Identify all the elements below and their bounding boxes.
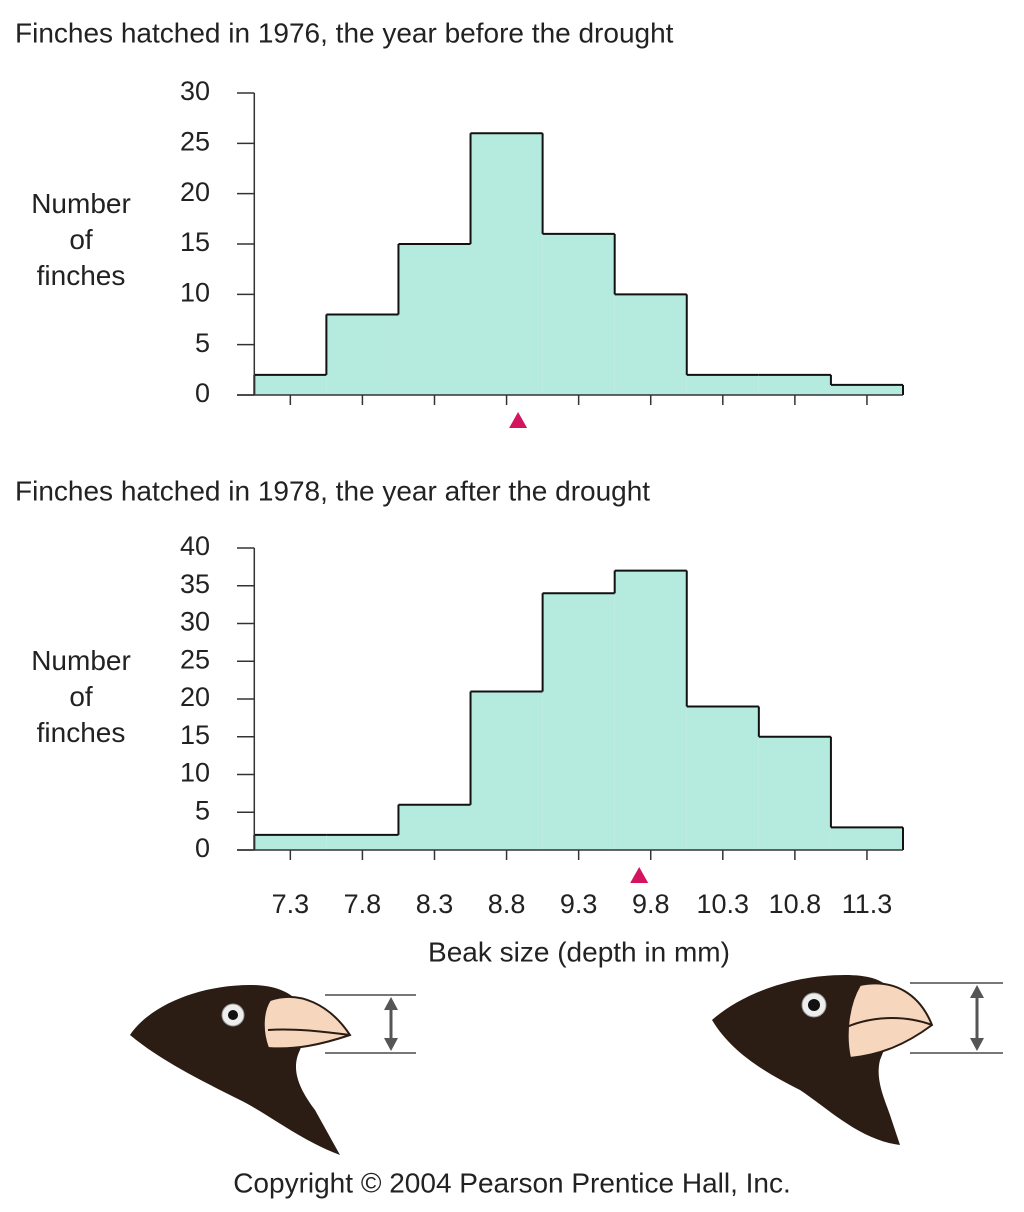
y-tick-label: 15 <box>180 227 210 257</box>
y-tick-label: 25 <box>180 126 210 156</box>
bar <box>758 736 831 850</box>
bar <box>470 133 543 395</box>
x-tick-label: 10.8 <box>769 889 822 919</box>
x-tick-label: 7.3 <box>272 889 310 919</box>
y-tick-label: 20 <box>180 682 210 712</box>
finch-large-beak <box>712 975 1003 1145</box>
bar <box>830 384 903 395</box>
x-tick-label: 8.3 <box>416 889 454 919</box>
y-tick-label: 35 <box>180 569 210 599</box>
bar <box>326 834 399 850</box>
bar <box>758 374 831 395</box>
copyright: Copyright © 2004 Pearson Prentice Hall, … <box>233 1167 791 1198</box>
chart-title: Finches hatched in 1978, the year after … <box>15 475 650 506</box>
bar <box>686 706 759 850</box>
mean-marker <box>630 867 649 883</box>
y-tick-label: 40 <box>180 531 210 561</box>
chart-title: Finches hatched in 1976, the year before… <box>15 17 674 48</box>
x-tick-label: 8.8 <box>488 889 526 919</box>
y-tick-label: 20 <box>180 177 210 207</box>
finch-small-beak <box>130 985 416 1155</box>
y-tick-label: 5 <box>195 328 210 358</box>
x-tick-label: 7.8 <box>344 889 382 919</box>
y-axis-label: Number of finches <box>31 188 131 291</box>
y-axis-label: Number of finches <box>31 645 131 748</box>
y-tick-label: 0 <box>195 833 210 863</box>
bar <box>614 570 687 850</box>
bar <box>686 374 759 395</box>
y-tick-label: 10 <box>180 277 210 307</box>
bar <box>542 233 615 395</box>
x-tick-label: 9.3 <box>560 889 598 919</box>
mean-marker <box>509 412 528 428</box>
x-tick-label: 11.3 <box>842 889 893 919</box>
y-tick-label: 5 <box>195 795 210 825</box>
bar <box>254 374 327 395</box>
bar <box>470 691 543 850</box>
y-tick-label: 10 <box>180 758 210 788</box>
bar <box>542 593 615 850</box>
y-tick-label: 30 <box>180 76 210 106</box>
x-axis-label: Beak size (depth in mm) <box>428 936 730 967</box>
y-tick-label: 15 <box>180 720 210 750</box>
y-tick-label: 0 <box>195 378 210 408</box>
y-tick-label: 25 <box>180 644 210 674</box>
bar <box>614 294 687 395</box>
x-tick-label: 9.8 <box>632 889 670 919</box>
bar <box>398 804 471 850</box>
bar <box>326 314 399 395</box>
bar <box>830 827 903 850</box>
y-tick-label: 30 <box>180 607 210 637</box>
bar <box>254 834 327 850</box>
bar <box>398 244 471 395</box>
x-tick-label: 10.3 <box>697 889 750 919</box>
